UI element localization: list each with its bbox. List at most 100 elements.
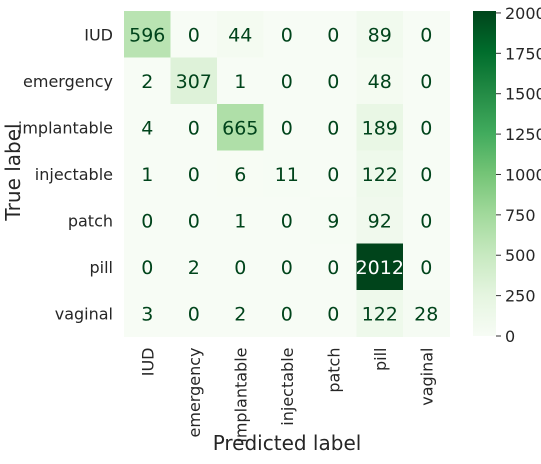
heatmap-cell xyxy=(124,197,171,244)
y-tick-label: patch xyxy=(68,211,113,230)
x-tick-label: pill xyxy=(371,348,390,372)
heatmap-cell xyxy=(170,57,218,105)
x-tick-label: vaginal xyxy=(417,348,436,406)
colorbar-tick-label: 0 xyxy=(505,327,515,346)
heatmap-cell xyxy=(263,243,311,291)
heatmap-cell xyxy=(217,150,264,198)
cell-value-label: 0 xyxy=(188,210,200,232)
cell-value-label: 44 xyxy=(228,24,252,46)
colorbar-tick-label: 1500 xyxy=(505,85,541,104)
cell-value-label: 1 xyxy=(141,164,153,186)
cell-value-label: 189 xyxy=(362,117,398,139)
heatmap-cell xyxy=(263,11,311,58)
heatmap-cell xyxy=(403,197,450,244)
x-tick-label: patch xyxy=(324,348,343,393)
colorbar-tick-label: 1000 xyxy=(505,165,541,184)
heatmap-cell xyxy=(170,104,218,151)
heatmap-cell xyxy=(170,150,218,198)
cell-value-label: 0 xyxy=(327,71,339,93)
cell-value-label: 122 xyxy=(362,164,398,186)
cell-value-label: 307 xyxy=(176,71,212,93)
heatmap-cell xyxy=(170,197,218,244)
cell-value-label: 0 xyxy=(420,210,432,232)
cell-value-label: 0 xyxy=(420,71,432,93)
x-axis-label: Predicted label xyxy=(213,431,362,455)
heatmap-cell xyxy=(217,290,264,337)
heatmap-cells xyxy=(124,11,450,337)
cell-value-label: 0 xyxy=(420,24,432,46)
heatmap-cell xyxy=(310,290,357,337)
cell-value-label: 0 xyxy=(141,210,153,232)
heatmap-cell xyxy=(310,197,357,244)
cell-value-label: 0 xyxy=(281,71,293,93)
cell-value-label: 122 xyxy=(362,303,398,325)
cell-value-label: 48 xyxy=(368,71,392,93)
cell-value-label: 0 xyxy=(327,257,339,279)
cell-value-label: 0 xyxy=(420,164,432,186)
heatmap-cell xyxy=(403,290,450,337)
colorbar: 0 250 500 750 1000 1250 1500 1750 2000 xyxy=(473,4,541,346)
cell-value-label: 9 xyxy=(327,210,339,232)
cell-value-label: 2 xyxy=(234,303,246,325)
heatmap-cell xyxy=(403,150,450,198)
heatmap-cell xyxy=(310,104,357,151)
cell-value-label: 596 xyxy=(129,24,165,46)
x-axis-tick-labels: IUD emergency implantable injectable patch pi… xyxy=(138,348,436,443)
cell-value-label: 92 xyxy=(368,210,392,232)
cell-value-label: 89 xyxy=(368,24,392,46)
heatmap-cell xyxy=(403,104,450,151)
heatmap-cell xyxy=(217,11,264,58)
cell-value-label: 6 xyxy=(234,164,246,186)
heatmap-cell xyxy=(170,243,218,291)
heatmap-cell xyxy=(356,57,404,105)
cell-value-label: 0 xyxy=(234,257,246,279)
y-tick-label: implantable xyxy=(18,118,113,137)
colorbar-tick-label: 500 xyxy=(505,246,536,265)
cell-value-label: 2012 xyxy=(356,257,404,279)
y-tick-label: injectable xyxy=(35,165,113,184)
heatmap-cell xyxy=(170,290,218,337)
y-tick-label: IUD xyxy=(84,25,113,44)
heatmap-cell xyxy=(356,11,404,58)
heatmap-cell xyxy=(356,290,404,337)
y-tick-label: pill xyxy=(90,258,114,277)
heatmap-cell xyxy=(124,243,171,291)
cell-value-label: 11 xyxy=(275,164,299,186)
x-tick-label: emergency xyxy=(185,348,204,438)
colorbar-tick-label: 250 xyxy=(505,287,536,306)
heatmap-cell xyxy=(263,57,311,105)
cell-value-label: 2 xyxy=(188,257,200,279)
heatmap-cell xyxy=(356,197,404,244)
cell-value-label: 0 xyxy=(281,117,293,139)
heatmap-cell xyxy=(356,104,404,151)
cell-value-label: 0 xyxy=(420,257,432,279)
cell-value-label: 1 xyxy=(234,210,246,232)
colorbar-tick-label: 1250 xyxy=(505,125,541,144)
cell-value-label: 0 xyxy=(281,24,293,46)
heatmap-cell xyxy=(124,104,171,151)
heatmap-cell xyxy=(263,290,311,337)
cell-value-label: 0 xyxy=(327,164,339,186)
cell-value-label: 2 xyxy=(141,71,153,93)
cell-value-label: 0 xyxy=(188,303,200,325)
cell-value-label: 0 xyxy=(188,117,200,139)
heatmap-cell xyxy=(263,104,311,151)
heatmap-cell xyxy=(403,57,450,105)
heatmap-cell xyxy=(310,11,357,58)
x-tick-label: IUD xyxy=(138,348,157,377)
cell-value-label: 1 xyxy=(234,71,246,93)
heatmap-cell xyxy=(356,150,404,198)
heatmap-cell xyxy=(403,11,450,58)
cell-value-label: 0 xyxy=(327,303,339,325)
cell-value-label: 0 xyxy=(188,24,200,46)
cell-value-label: 0 xyxy=(188,164,200,186)
x-tick-label: injectable xyxy=(278,348,297,426)
heatmap-cell xyxy=(310,243,357,291)
heatmap-cell xyxy=(263,150,311,198)
x-tick-label: implantable xyxy=(231,348,250,443)
heatmap-cell xyxy=(217,243,264,291)
cell-value-label: 28 xyxy=(414,303,438,325)
heatmap-cell xyxy=(310,57,357,105)
